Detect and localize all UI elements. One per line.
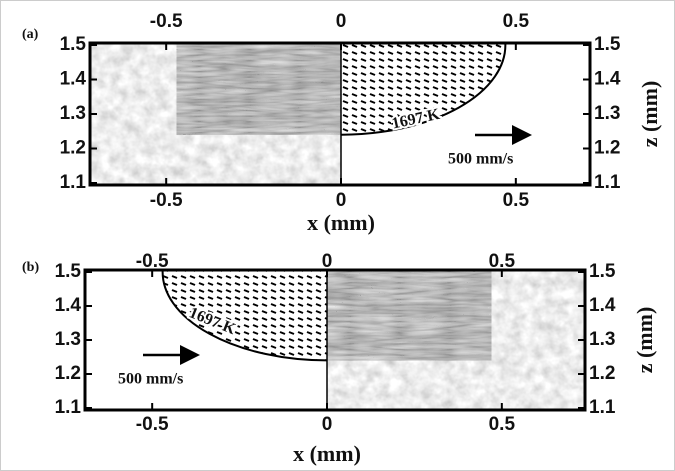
y-tick-label-right: 1.1 [594,172,621,193]
panel-label: (a) [22,27,39,42]
x-tick-label: -0.5 [136,414,169,435]
y-axis-label: z (mm) [632,307,657,374]
x-tick-label: 0 [336,190,347,211]
x-tick-label: 0.5 [489,414,516,435]
velocity-field [341,43,506,135]
x-tick-label: 0 [322,414,333,435]
y-tick-label-right: 1.3 [589,329,615,350]
isotherm [340,43,507,136]
x-axis-label: x (mm) [293,441,361,466]
y-tick-label-right: 1.2 [594,138,620,159]
panel-label: (b) [22,260,39,275]
y-tick-label: 1.5 [55,261,82,282]
fusion-zone [327,270,492,361]
y-tick-label: 1.1 [60,172,87,193]
x-axis-label: x (mm) [307,210,375,235]
isotherm [161,270,328,362]
y-tick-label-right: 1.4 [594,69,621,90]
fusion-zone [176,43,341,135]
y-tick-label-right: 1.4 [589,295,616,316]
x-tick-label: 0.5 [503,190,530,211]
velocity-field [162,270,327,361]
y-tick-label: 1.1 [55,397,82,418]
velocity-label: 500 mm/s [118,371,183,388]
x-tick-label: -0.5 [150,190,183,211]
y-tick-label-right: 1.2 [589,363,615,384]
y-tick-label-right: 1.3 [594,103,620,124]
x-tick-label-top: -0.5 [150,11,183,32]
y-tick-label-right: 1.5 [589,261,616,282]
x-tick-label-top: -0.5 [136,251,169,272]
y-tick-label: 1.4 [60,69,87,90]
x-tick-label-top: 0 [336,11,347,32]
x-tick-label-top: 0.5 [503,11,530,32]
y-tick-label: 1.5 [60,34,87,55]
y-tick-label-right: 1.1 [589,397,616,418]
plot-area [85,270,585,410]
y-tick-label: 1.2 [60,138,86,159]
y-tick-label: 1.2 [55,363,81,384]
y-tick-label-right: 1.5 [594,34,621,55]
y-axis-label: z (mm) [637,81,662,148]
x-tick-label-top: 0 [322,251,333,272]
velocity-label: 500 mm/s [448,151,513,168]
y-tick-label: 1.3 [55,329,81,350]
y-tick-label: 1.3 [60,103,86,124]
y-tick-label: 1.4 [55,295,82,316]
x-tick-label-top: 0.5 [489,251,516,272]
plot-area [90,43,590,185]
